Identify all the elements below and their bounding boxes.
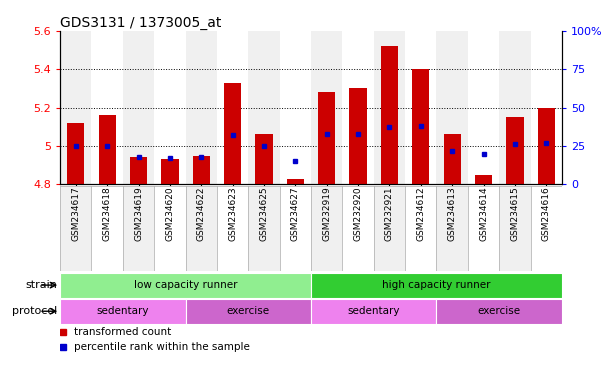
Text: GSM234617: GSM234617	[72, 186, 81, 241]
Bar	[91, 31, 123, 184]
Text: sedentary: sedentary	[347, 306, 400, 316]
Text: exercise: exercise	[478, 306, 521, 316]
Text: high capacity runner: high capacity runner	[382, 280, 491, 290]
Bar	[248, 31, 279, 184]
Bar	[279, 31, 311, 184]
Bar	[224, 83, 241, 184]
Bar	[130, 157, 147, 184]
Text: low capacity runner: low capacity runner	[134, 280, 237, 290]
Bar	[217, 186, 248, 271]
Text: percentile rank within the sample: percentile rank within the sample	[74, 342, 249, 352]
Text: GSM234623: GSM234623	[228, 186, 237, 241]
Text: GSM234612: GSM234612	[416, 186, 426, 241]
Bar	[405, 31, 436, 184]
Bar	[91, 186, 123, 271]
Bar	[311, 299, 436, 324]
Text: GSM234614: GSM234614	[479, 186, 488, 241]
Text: GDS3131 / 1373005_at: GDS3131 / 1373005_at	[60, 16, 222, 30]
Bar	[468, 186, 499, 271]
Bar	[436, 299, 562, 324]
Bar	[444, 134, 461, 184]
Text: GSM234618: GSM234618	[103, 186, 112, 241]
Bar	[538, 108, 555, 184]
Bar	[506, 117, 523, 184]
Bar	[412, 69, 430, 184]
Bar	[186, 31, 217, 184]
Bar	[531, 31, 562, 184]
Text: strain: strain	[25, 280, 57, 290]
Bar	[255, 134, 273, 184]
Bar	[192, 156, 210, 184]
Text: GSM234627: GSM234627	[291, 186, 300, 241]
Bar	[99, 115, 116, 184]
Text: transformed count: transformed count	[74, 327, 171, 338]
Bar	[60, 299, 186, 324]
Bar	[60, 31, 91, 184]
Bar	[60, 273, 311, 298]
Text: GSM234622: GSM234622	[197, 186, 206, 241]
Bar	[123, 31, 154, 184]
Text: GSM234615: GSM234615	[510, 186, 519, 241]
Bar	[343, 186, 374, 271]
Bar	[531, 186, 562, 271]
Bar	[217, 31, 248, 184]
Text: GSM232921: GSM232921	[385, 186, 394, 241]
Bar	[161, 159, 178, 184]
Bar	[405, 186, 436, 271]
Text: exercise: exercise	[227, 306, 270, 316]
Bar	[311, 31, 343, 184]
Bar	[67, 123, 84, 184]
Text: GSM234613: GSM234613	[448, 186, 457, 241]
Text: GSM234625: GSM234625	[260, 186, 269, 241]
Bar	[279, 186, 311, 271]
Bar	[123, 186, 154, 271]
Text: sedentary: sedentary	[97, 306, 149, 316]
Bar	[186, 299, 311, 324]
Text: GSM234620: GSM234620	[165, 186, 174, 241]
Text: GSM234619: GSM234619	[134, 186, 143, 241]
Bar	[374, 31, 405, 184]
Bar	[311, 273, 562, 298]
Bar	[374, 186, 405, 271]
Bar	[287, 179, 304, 184]
Text: protocol: protocol	[12, 306, 57, 316]
Bar	[436, 31, 468, 184]
Bar	[318, 92, 335, 184]
Bar	[186, 186, 217, 271]
Bar	[499, 186, 531, 271]
Bar	[349, 88, 367, 184]
Bar	[468, 31, 499, 184]
Bar	[311, 186, 343, 271]
Bar	[60, 186, 91, 271]
Bar	[381, 46, 398, 184]
Text: GSM232919: GSM232919	[322, 186, 331, 241]
Bar	[248, 186, 279, 271]
Bar	[436, 186, 468, 271]
Bar	[499, 31, 531, 184]
Bar	[475, 175, 492, 184]
Bar	[343, 31, 374, 184]
Text: GSM234616: GSM234616	[542, 186, 551, 241]
Bar	[154, 186, 186, 271]
Bar	[154, 31, 186, 184]
Text: GSM232920: GSM232920	[353, 186, 362, 241]
